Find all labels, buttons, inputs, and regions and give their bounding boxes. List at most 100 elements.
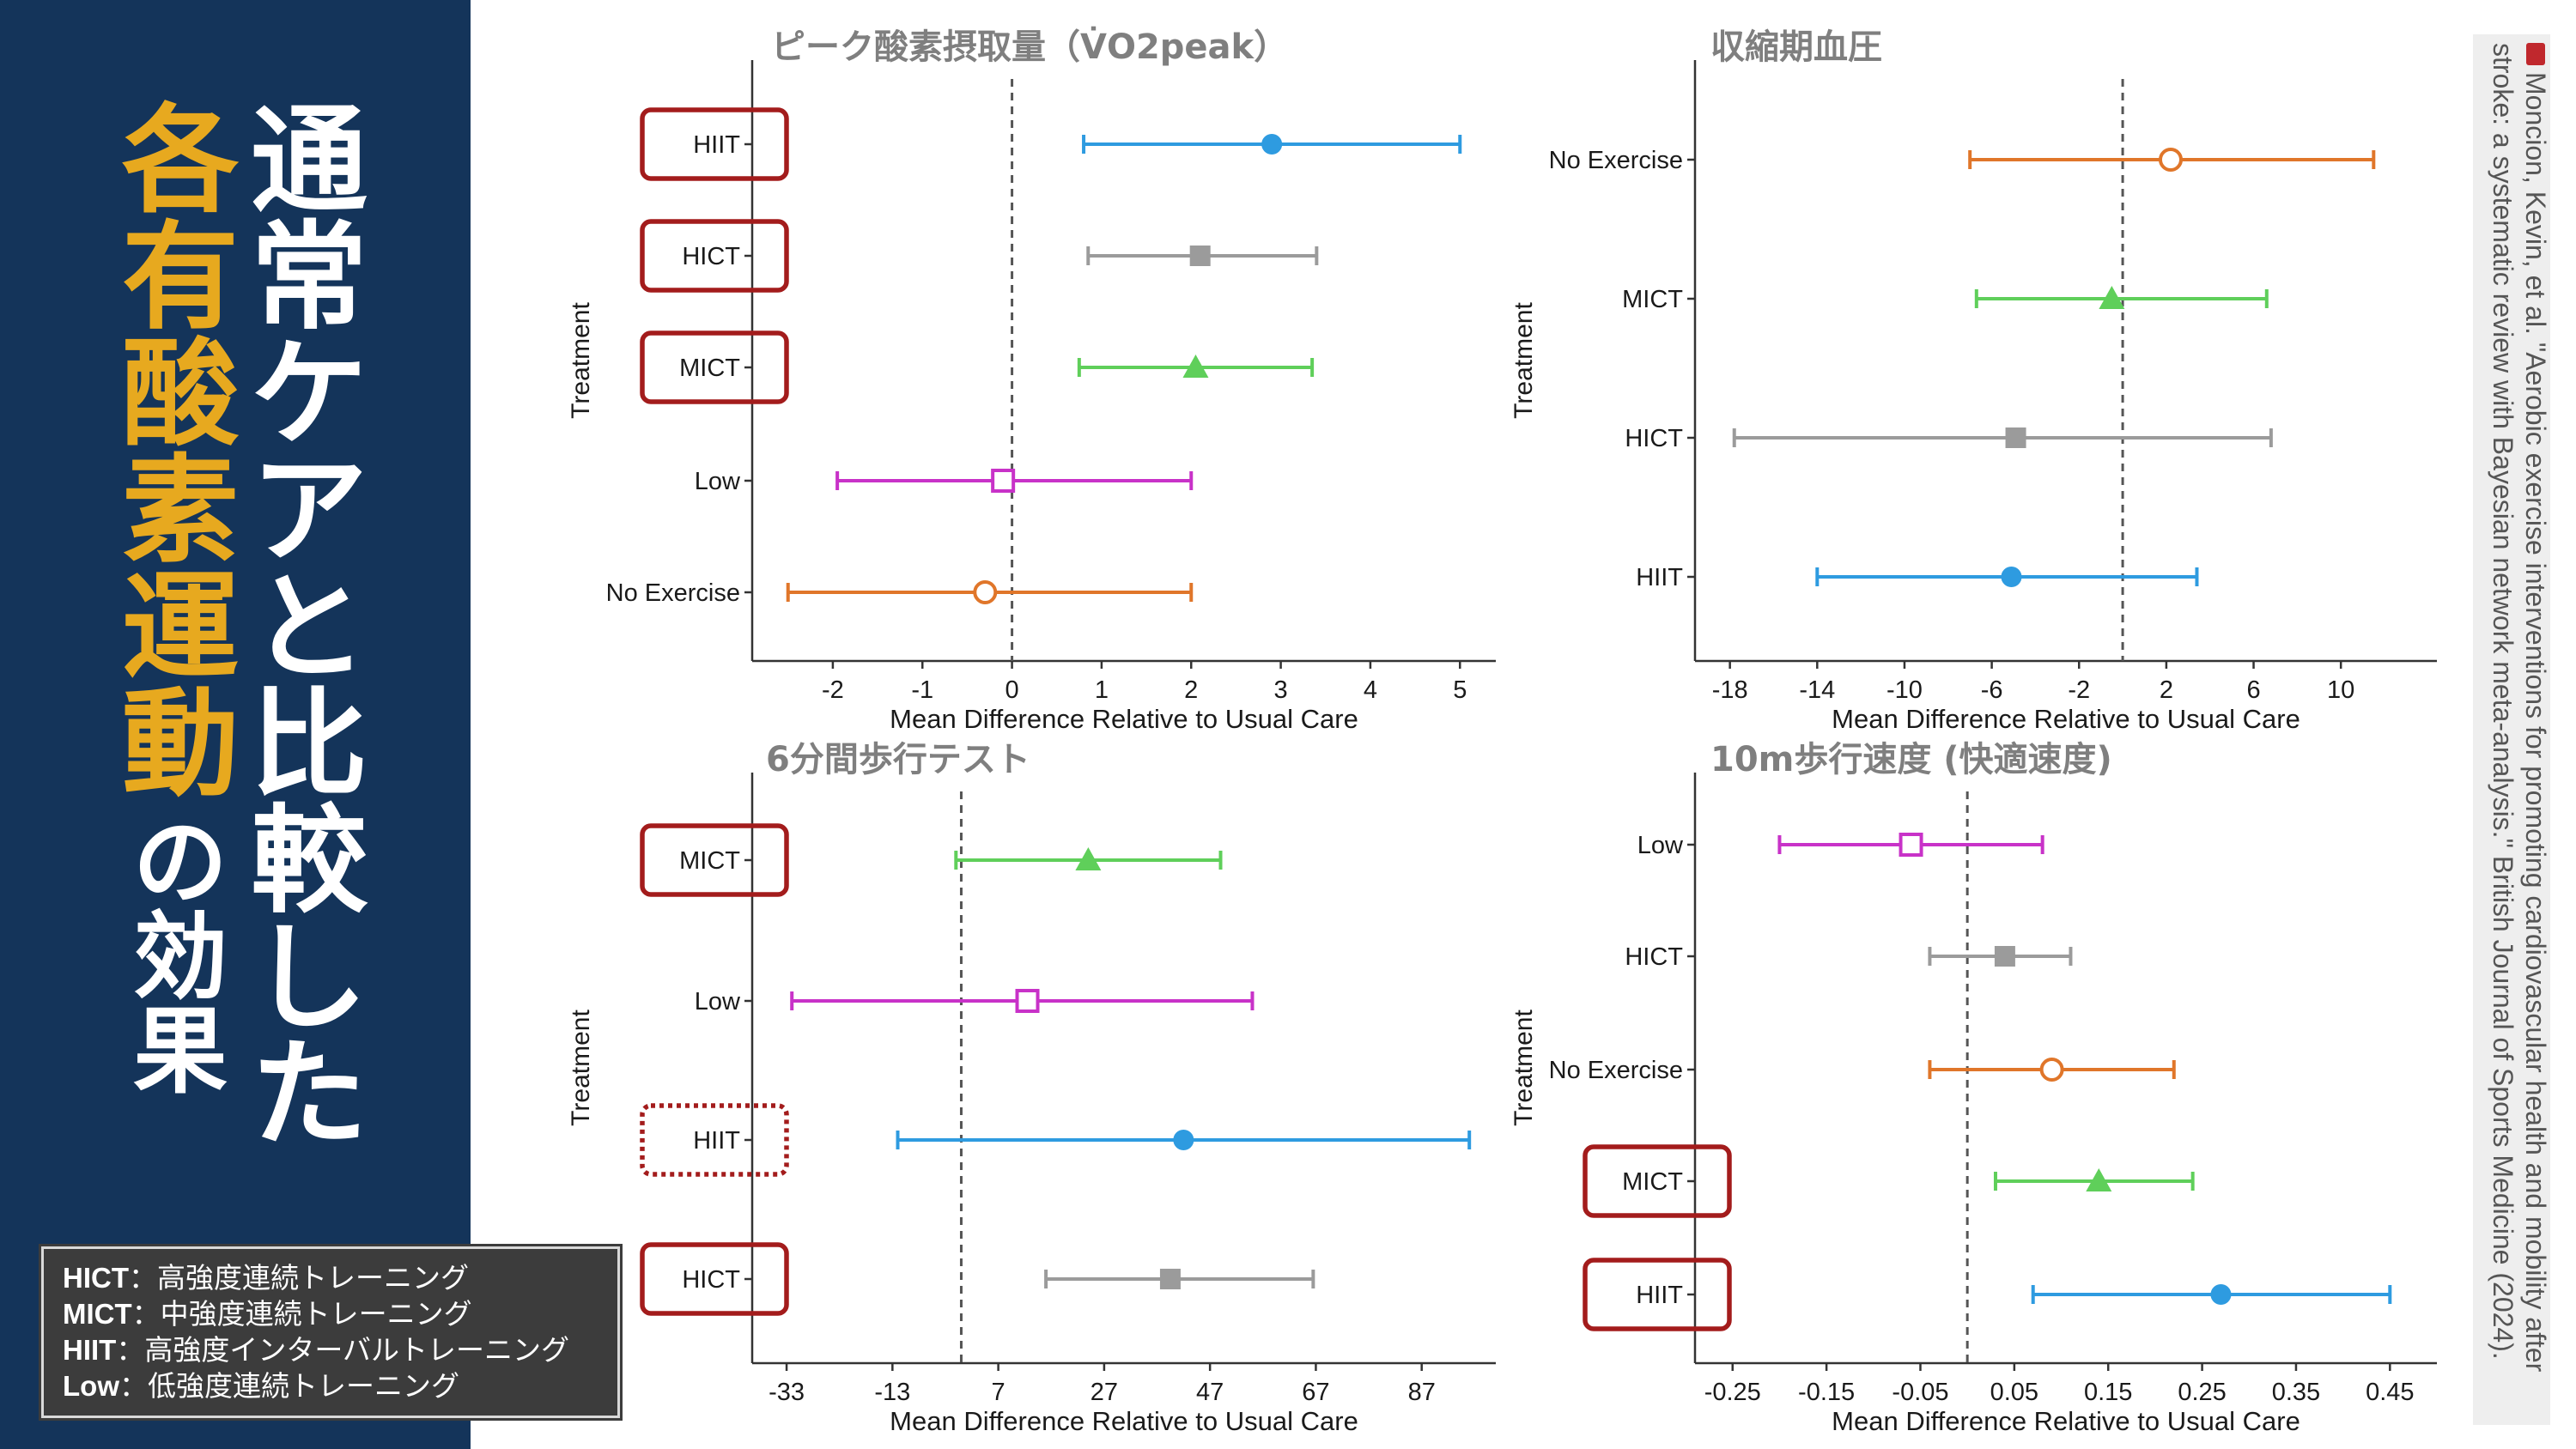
x-tick-label: 5 bbox=[1453, 676, 1467, 704]
point-estimate bbox=[1015, 989, 1040, 1013]
treatment-label: HIIT bbox=[693, 1127, 740, 1155]
title-char: 常 bbox=[251, 210, 368, 346]
treatment-label: No Exercise bbox=[606, 579, 740, 607]
point-estimate bbox=[2039, 1058, 2064, 1082]
point-estimate bbox=[2001, 567, 2022, 587]
treatment-label: MICT bbox=[1622, 286, 1683, 313]
highlight-box bbox=[640, 1242, 789, 1316]
title-char: 比 bbox=[251, 677, 368, 813]
title-char: 動 bbox=[122, 677, 239, 813]
x-tick-label: -14 bbox=[1799, 676, 1835, 704]
x-tick-label: -1 bbox=[911, 676, 933, 704]
citation-body: Moncion, Kevin, et al. "Aerobic exercise… bbox=[2488, 43, 2551, 1373]
treatment-label: HICT bbox=[682, 1266, 740, 1294]
treatment-label: No Exercise bbox=[1549, 147, 1683, 174]
point-estimate bbox=[2086, 1168, 2112, 1191]
x-tick-label: -0.05 bbox=[1892, 1379, 1948, 1406]
x-tick-label: 4 bbox=[1364, 676, 1377, 704]
point-estimate bbox=[1899, 833, 1923, 857]
x-tick-label: 0.15 bbox=[2084, 1379, 2132, 1406]
x-tick-label: -0.15 bbox=[1798, 1379, 1855, 1406]
title-char: の bbox=[133, 808, 228, 918]
x-tick-label: -6 bbox=[1981, 676, 2003, 704]
highlight-box bbox=[640, 107, 789, 181]
x-axis-label: Mean Difference Relative to Usual Care bbox=[1832, 1406, 2300, 1436]
highlight-box bbox=[640, 823, 789, 897]
title-char: 果 bbox=[133, 997, 228, 1106]
legend-row-hiit: HIIT：高強度インターバルトレーニング bbox=[63, 1333, 569, 1367]
x-tick-label: 3 bbox=[1274, 676, 1288, 704]
highlight-box bbox=[1583, 1258, 1732, 1331]
x-tick-label: -2 bbox=[2068, 676, 2090, 704]
title-char: し bbox=[251, 911, 368, 1046]
treatment-label: HIIT bbox=[1636, 564, 1683, 591]
x-tick-label: 10 bbox=[2327, 676, 2354, 704]
title-char: 効 bbox=[133, 902, 228, 1012]
point-estimate bbox=[1173, 1130, 1194, 1150]
title-suffix: の効果 bbox=[120, 815, 240, 1099]
point-estimate bbox=[1994, 946, 2015, 967]
x-tick-label: 7 bbox=[992, 1379, 1005, 1406]
citation-text: Moncion, Kevin, et al. "Aerobic exercise… bbox=[2487, 43, 2552, 1416]
plot-title: 6分間歩行テスト bbox=[766, 740, 1030, 779]
book-icon bbox=[2526, 43, 2545, 65]
plot-title: 10m歩行速度 (快適速度) bbox=[1710, 740, 2112, 779]
x-tick-label: 0.35 bbox=[2272, 1379, 2320, 1406]
x-tick-label: 0.25 bbox=[2178, 1379, 2226, 1406]
treatment-label: HICT bbox=[1625, 943, 1683, 971]
legend-row-low: Low：低強度連続トレーニング bbox=[63, 1369, 459, 1403]
treatment-label: Low bbox=[695, 988, 741, 1016]
x-tick-label: 0.45 bbox=[2366, 1379, 2414, 1406]
highlight-box bbox=[640, 1103, 789, 1177]
point-estimate bbox=[1075, 847, 1102, 870]
x-tick-label: 87 bbox=[1408, 1379, 1436, 1406]
title-highlight: 各有酸素運動の効果 bbox=[120, 103, 240, 1099]
plot-title: ピーク酸素摂取量（V̇O2peak） bbox=[771, 26, 1288, 67]
point-estimate bbox=[2210, 1284, 2232, 1305]
point-estimate bbox=[1159, 1269, 1181, 1289]
x-tick-label: 2 bbox=[2160, 676, 2173, 704]
forest-plot-4: 10m歩行速度 (快適速度) -0.25 -0.15 -0.05 0.05 0.15 0.2… bbox=[1510, 740, 2437, 1436]
y-axis-label: Treatment bbox=[567, 302, 595, 419]
x-tick-label: -0.25 bbox=[1704, 1379, 1761, 1406]
title-char: 通 bbox=[251, 94, 368, 229]
x-tick-label: 0 bbox=[1005, 676, 1019, 704]
treatment-label: Low bbox=[1637, 832, 1684, 859]
x-axis-label: Mean Difference Relative to Usual Care bbox=[1832, 704, 2300, 734]
treatment-label: MICT bbox=[1622, 1168, 1683, 1196]
x-tick-label: 67 bbox=[1302, 1379, 1329, 1406]
abbreviation-legend: HICT：高強度連続トレーニング MICT：中強度連続トレーニング HIIT：高… bbox=[41, 1246, 620, 1418]
title-char: ア bbox=[251, 444, 368, 579]
x-tick-label: 2 bbox=[1184, 676, 1198, 704]
legend-row-hict: HICT：高強度連続トレーニング bbox=[63, 1261, 469, 1294]
title-char: ケ bbox=[251, 327, 368, 463]
treatment-label: No Exercise bbox=[1549, 1057, 1683, 1084]
title-char: 各 bbox=[122, 94, 239, 229]
highlight-box bbox=[640, 330, 789, 404]
treatment-label: MICT bbox=[679, 847, 740, 875]
x-tick-label: -13 bbox=[874, 1379, 910, 1406]
point-estimate bbox=[1261, 134, 1283, 155]
x-axis-label: Mean Difference Relative to Usual Care bbox=[890, 704, 1358, 734]
point-estimate bbox=[1189, 246, 1211, 266]
x-tick-label: 0.05 bbox=[1990, 1379, 2038, 1406]
title-char: 酸 bbox=[122, 327, 239, 463]
x-tick-label: 47 bbox=[1196, 1379, 1224, 1406]
left-panel: 通常ケアと比較した 各有酸素運動の効果 HICT：高強度連続トレーニング MIC… bbox=[0, 0, 620, 1449]
point-estimate bbox=[2158, 148, 2183, 172]
highlight-box bbox=[640, 219, 789, 293]
treatment-label: HICT bbox=[1625, 425, 1683, 452]
x-tick-label: 1 bbox=[1095, 676, 1109, 704]
title-char: と bbox=[251, 561, 368, 696]
x-tick-label: 27 bbox=[1091, 1379, 1118, 1406]
x-tick-label: 6 bbox=[2246, 676, 2260, 704]
x-axis-label: Mean Difference Relative to Usual Care bbox=[890, 1406, 1358, 1436]
y-axis-label: Treatment bbox=[567, 1009, 595, 1126]
forest-plot-2: 収縮期血圧 -18 -14 -10 -6 -2 2 6 10 Mean Difference Re… bbox=[1510, 27, 2437, 734]
point-estimate bbox=[2005, 427, 2026, 448]
treatment-label: Low bbox=[695, 468, 741, 495]
forest-plot-3: 6分間歩行テスト -33 -13 7 27 47 67 87 Mean Difference R… bbox=[567, 740, 1496, 1436]
treatment-label: HIIT bbox=[1636, 1282, 1683, 1309]
plot-title: 収縮期血圧 bbox=[1710, 27, 1882, 67]
